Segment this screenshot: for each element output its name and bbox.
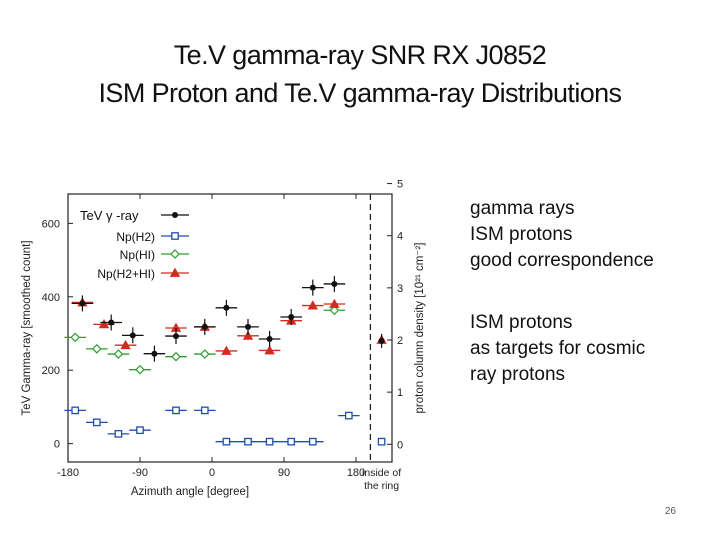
legend-label-gamma: TeV γ -ray	[80, 208, 139, 223]
gamma-inside-point	[378, 337, 385, 344]
y-left-tick-label: 400	[42, 292, 60, 304]
gamma-point	[331, 280, 338, 287]
h2hi-point	[120, 339, 131, 350]
legend-label-h2hi: Np(H2+HI)	[97, 267, 155, 281]
hi-point	[91, 344, 102, 354]
y-right-tick-label: 0	[397, 439, 403, 451]
gamma-point	[266, 336, 273, 343]
legend-label-h2: Np(H2)	[116, 230, 155, 244]
y-right-tick-label: 4	[397, 231, 403, 243]
hi-point	[329, 305, 340, 316]
h2hi-point	[307, 300, 318, 310]
h2hi-point	[242, 330, 254, 340]
gamma-point	[288, 313, 295, 320]
hi-point	[199, 349, 210, 359]
title-line-1: Te.V gamma-ray SNR RX J0852	[173, 40, 547, 70]
gamma-point	[173, 333, 179, 340]
gamma-point	[223, 304, 230, 311]
y-left-tick-label: 200	[42, 365, 60, 377]
note2-targets: as targets for cosmic	[470, 338, 646, 359]
legend-marker-hi	[170, 249, 180, 259]
gamma-point	[108, 319, 115, 326]
x-tick-label: 90	[278, 467, 290, 479]
inside-ring-label-2: the ring	[364, 480, 399, 492]
legend-marker-gamma	[172, 212, 178, 218]
h2-point	[200, 406, 209, 415]
h2hi-point	[329, 298, 340, 308]
x-tick-label: 0	[209, 467, 215, 479]
hi-point	[113, 349, 124, 359]
notes-block-1: gamma rays ISM protons good corresponden…	[470, 196, 654, 274]
note2-ism-protons: ISM protons	[470, 312, 573, 333]
y-right-tick-label: 1	[397, 387, 403, 399]
h2-point	[114, 429, 123, 438]
h2hi-point	[264, 345, 275, 355]
h2hi-point	[98, 319, 110, 329]
gamma-point	[201, 323, 208, 330]
h2-point	[265, 437, 274, 446]
gamma-point	[245, 323, 251, 330]
y-right-tick-label: 3	[397, 283, 403, 295]
h2-point	[136, 426, 144, 435]
h2-point	[287, 437, 296, 446]
h2-point	[71, 406, 80, 415]
hi-point	[171, 351, 181, 362]
legend-marker-h2hi	[169, 267, 181, 277]
gamma-point	[129, 332, 136, 339]
plot-frame	[67, 193, 393, 463]
hi-point	[135, 364, 145, 375]
y-left-tick-label: 0	[54, 439, 60, 451]
slide-title: Te.V gamma-ray SNR RX J0852 ISM Proton a…	[0, 36, 720, 112]
note-gamma-rays: gamma rays	[470, 198, 575, 219]
x-tick-label: 180	[347, 467, 365, 479]
y-right-tick-label: 5	[397, 179, 403, 191]
inside-ring-label-1: inside of	[362, 467, 401, 479]
notes-block-2: ISM protons as targets for cosmic ray pr…	[470, 310, 645, 388]
h2-inside-point	[377, 437, 386, 446]
h2-point	[344, 411, 353, 420]
legend-marker-h2	[171, 232, 179, 240]
y-right-tick-label: 2	[397, 335, 403, 347]
x-tick-label: -90	[132, 467, 148, 479]
h2-point	[172, 406, 180, 415]
y-left-axis-title: TeV Gamma-ray [smoothed count]	[21, 240, 33, 415]
h2-point	[244, 437, 252, 446]
legend-label-hi: Np(HI)	[120, 248, 155, 262]
x-tick-label: -180	[57, 467, 79, 479]
note-ism-protons: ISM protons	[470, 224, 573, 245]
note-correspondence: good correspondence	[470, 250, 654, 271]
gamma-point	[79, 300, 86, 307]
gamma-point	[151, 350, 158, 357]
x-axis-title: Azimuth angle [degree]	[131, 486, 249, 498]
gamma-point	[309, 284, 316, 291]
h2hi-point	[221, 345, 232, 355]
page-number: 26	[664, 506, 676, 517]
h2-point	[92, 418, 101, 427]
y-right-axis-title: proton column density [10²¹ cm⁻²]	[414, 243, 426, 414]
hi-point	[70, 332, 81, 343]
h2-point	[308, 437, 317, 446]
title-line-2: ISM Proton and Te.V gamma-ray Distributi…	[98, 78, 623, 108]
note2-ray-protons: ray protons	[470, 364, 566, 385]
h2-point	[222, 437, 231, 446]
y-left-tick-label: 600	[42, 218, 60, 230]
